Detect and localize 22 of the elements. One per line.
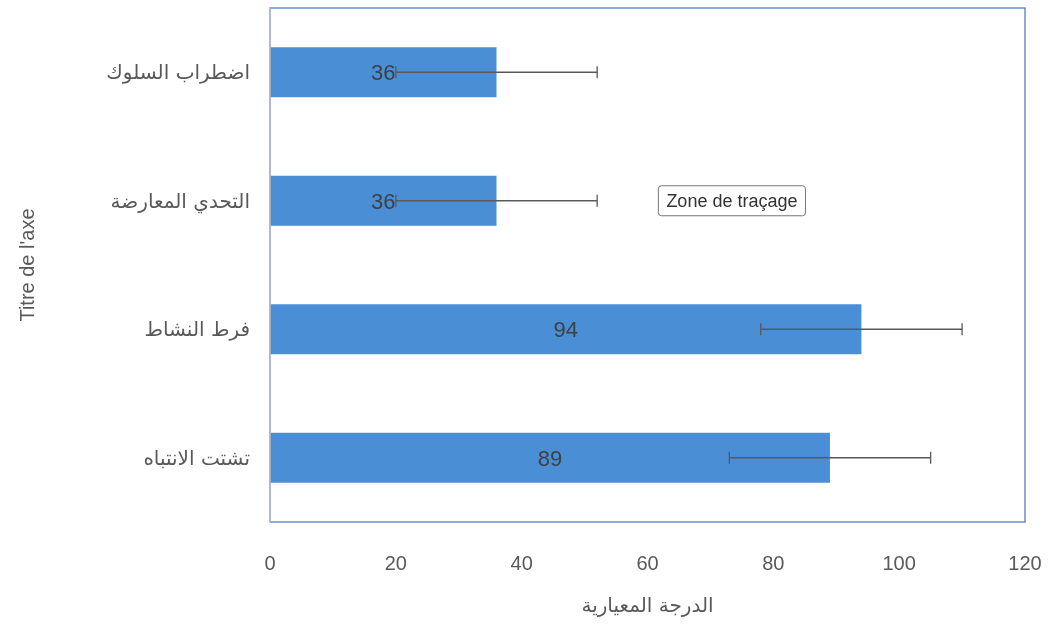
- data-label: 89: [537, 445, 563, 471]
- annotation: Zone de traçage: [666, 190, 798, 211]
- x-tick-label: 40: [510, 552, 533, 574]
- bar: [270, 304, 862, 355]
- x-tick-label: 80: [762, 552, 785, 574]
- y-tick-label: تشتت الانتباه: [143, 445, 250, 470]
- y-tick-label: اضطراب السلوك: [106, 60, 250, 85]
- bar: [270, 175, 497, 226]
- y-tick-label: فرط النشاط: [144, 317, 250, 342]
- x-tick-label: 0: [264, 552, 276, 574]
- y-tick-label: التحدي المعارضة: [110, 188, 250, 214]
- x-tick-label: 20: [384, 552, 407, 574]
- x-axis-title: الدرجة المعيارية: [581, 593, 714, 617]
- y-axis-title: Titre de l'axe: [16, 208, 38, 322]
- bar: [270, 432, 830, 483]
- bar: [270, 47, 497, 98]
- x-tick-label: 60: [636, 552, 659, 574]
- x-tick-label: 120: [1008, 552, 1042, 574]
- x-tick-label: 100: [882, 552, 916, 574]
- data-label: 36: [371, 188, 396, 214]
- data-label: 36: [371, 60, 396, 86]
- data-label: 94: [553, 317, 578, 343]
